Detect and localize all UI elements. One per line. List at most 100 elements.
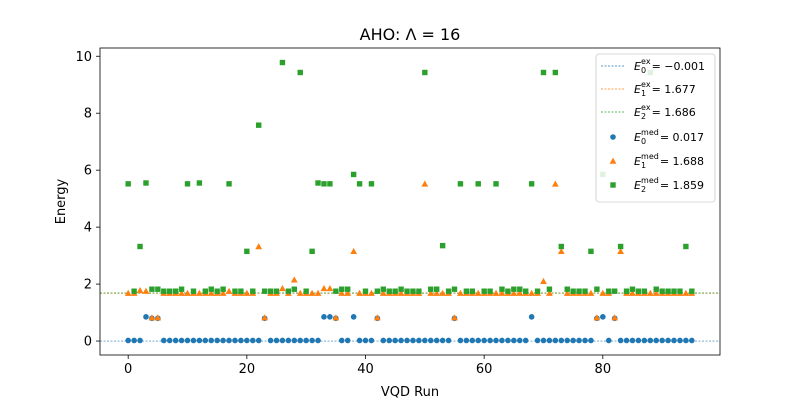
- data-point-e2: [380, 286, 387, 292]
- data-point-e1: [682, 289, 690, 296]
- data-point-e2: [333, 288, 339, 294]
- data-point-e2: [321, 181, 327, 187]
- data-point-e2: [576, 288, 582, 294]
- data-point-e2: [184, 181, 191, 187]
- data-point-e1: [207, 289, 215, 296]
- data-point-e2: [522, 288, 529, 294]
- data-point-e1: [148, 314, 156, 321]
- data-point-e0: [315, 337, 321, 344]
- data-point-e1: [154, 314, 162, 321]
- data-point-e1: [124, 289, 132, 296]
- data-point-e0: [629, 337, 636, 344]
- x-tick-label: 80: [595, 362, 612, 377]
- data-point-e0: [588, 337, 594, 344]
- data-point-e0: [297, 337, 304, 344]
- data-point-e0: [416, 337, 422, 344]
- data-point-e0: [617, 337, 624, 344]
- data-point-e1: [439, 289, 447, 296]
- data-point-e1: [344, 289, 352, 296]
- data-point-e0: [232, 337, 238, 344]
- data-point-e1: [433, 289, 441, 296]
- data-point-e1: [427, 289, 435, 296]
- data-point-e2: [570, 288, 576, 294]
- data-point-e2: [196, 180, 203, 186]
- y-tick-label: 6: [84, 164, 92, 179]
- data-point-e2: [451, 286, 458, 292]
- data-point-e2: [683, 243, 689, 250]
- data-point-e0: [172, 337, 179, 344]
- data-point-e0: [362, 337, 369, 344]
- data-point-e2: [398, 286, 404, 292]
- legend-label-med-e0: E0med= 0.017: [634, 128, 704, 146]
- data-point-e0: [528, 314, 535, 320]
- data-point-e2: [481, 288, 487, 294]
- y-axis: 0 2 4 6 8 10: [75, 50, 100, 350]
- data-point-e2: [256, 122, 262, 128]
- data-point-e2: [659, 288, 665, 294]
- data-point-e2: [279, 59, 286, 66]
- data-point-e2: [493, 181, 499, 187]
- data-point-e2: [178, 286, 185, 292]
- data-point-e2: [374, 288, 381, 294]
- data-point-e0: [214, 337, 220, 344]
- data-point-e2: [671, 288, 677, 294]
- data-point-e0: [350, 314, 357, 320]
- data-point-e1: [373, 314, 381, 321]
- data-point-e0: [321, 314, 327, 320]
- reference-lines: [100, 292, 720, 342]
- data-point-e2: [623, 288, 630, 294]
- data-point-e1: [332, 314, 340, 321]
- data-point-e2: [517, 286, 523, 292]
- data-point-e2: [345, 286, 351, 292]
- data-point-e2: [588, 248, 594, 255]
- data-point-e2: [309, 248, 315, 255]
- data-point-e2: [445, 288, 452, 294]
- data-point-e0: [439, 337, 446, 344]
- data-point-e1: [178, 289, 185, 296]
- data-point-e1: [611, 314, 619, 321]
- data-point-e1: [593, 314, 601, 321]
- data-point-e2: [487, 288, 493, 294]
- data-point-e2: [416, 288, 422, 294]
- data-point-e0: [160, 337, 167, 344]
- data-point-e2: [214, 288, 220, 294]
- data-point-e2: [386, 288, 392, 294]
- data-point-e1: [498, 289, 506, 296]
- data-point-e2: [155, 286, 161, 292]
- data-point-e1: [528, 289, 536, 296]
- data-point-e1: [296, 289, 304, 296]
- data-point-e0: [309, 337, 315, 344]
- data-point-e0: [398, 337, 404, 344]
- data-point-e0: [422, 337, 428, 344]
- data-point-e2: [665, 288, 671, 294]
- data-point-e0: [522, 337, 529, 344]
- data-point-e1: [255, 243, 263, 250]
- data-point-e0: [445, 337, 452, 344]
- data-point-e1: [551, 180, 559, 187]
- data-point-e0: [671, 337, 677, 344]
- data-point-e1: [646, 289, 654, 296]
- data-point-e0: [499, 337, 505, 344]
- data-point-e1: [243, 289, 251, 296]
- data-point-e0: [220, 337, 226, 344]
- data-point-e2: [594, 286, 600, 292]
- data-point-e0: [564, 337, 571, 344]
- data-point-e2: [149, 286, 155, 292]
- data-point-e2: [143, 180, 149, 186]
- data-point-e2: [125, 181, 131, 187]
- data-point-e1: [195, 289, 203, 296]
- data-point-e0: [338, 337, 345, 344]
- data-point-e0: [665, 337, 671, 344]
- data-point-e1: [338, 289, 346, 296]
- data-point-e0: [582, 337, 588, 344]
- data-point-e2: [428, 286, 434, 292]
- y-axis-label: Energy: [54, 178, 69, 224]
- data-point-e2: [505, 288, 511, 294]
- data-point-e0: [487, 337, 493, 344]
- data-point-e0: [475, 337, 482, 344]
- data-point-e0: [534, 337, 541, 344]
- data-point-e0: [404, 337, 410, 344]
- data-point-e0: [273, 337, 280, 344]
- data-point-e2: [238, 288, 244, 294]
- data-point-e0: [244, 337, 250, 344]
